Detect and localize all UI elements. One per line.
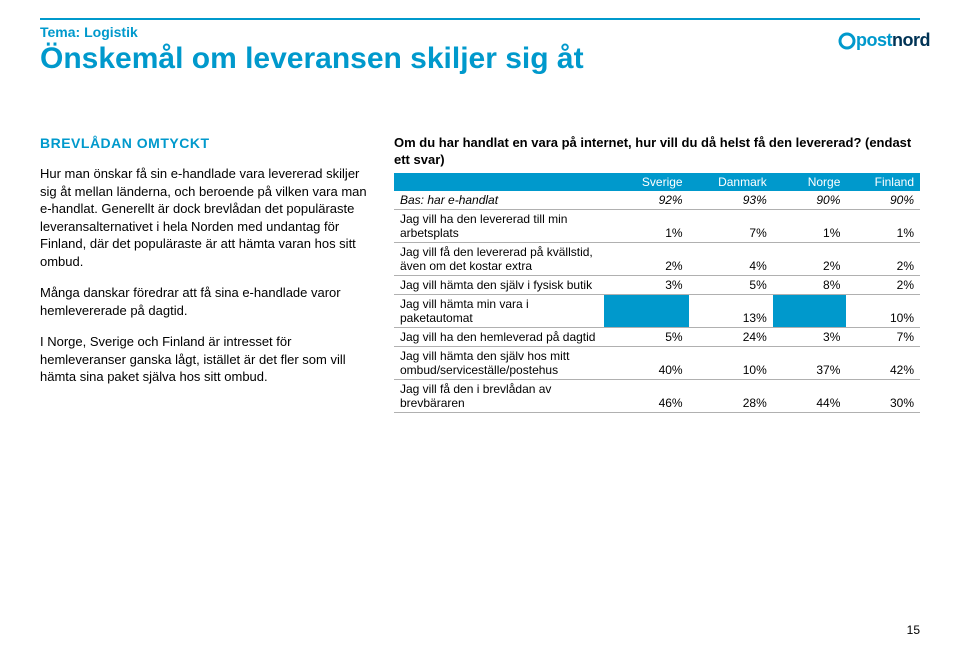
content-columns: BREVLÅDAN OMTYCKT Hur man önskar få sin …: [40, 135, 920, 413]
row-value: 44%: [773, 379, 847, 412]
row-value: 92%: [604, 191, 688, 210]
left-column: BREVLÅDAN OMTYCKT Hur man önskar få sin …: [40, 135, 370, 413]
row-value: 37%: [773, 346, 847, 379]
table-row: Jag vill hämta den själv hos mitt ombud/…: [394, 346, 920, 379]
table-header-row: Sverige Danmark Norge Finland: [394, 173, 920, 191]
table-stub-header: [394, 173, 604, 191]
row-value: [604, 294, 688, 327]
postnord-logo: postnord: [838, 30, 930, 51]
col-norge: Norge: [773, 173, 847, 191]
row-label: Jag vill få den levererad på kvällstid, …: [394, 242, 604, 275]
row-value: 46%: [604, 379, 688, 412]
row-label: Jag vill hämta min vara i paketautomat: [394, 294, 604, 327]
row-value: 13%: [689, 294, 773, 327]
slide-page: Tema: Logistik Önskemål om leveransen sk…: [0, 0, 960, 653]
delivery-table: Sverige Danmark Norge Finland Bas: har e…: [394, 173, 920, 413]
header-row: Tema: Logistik Önskemål om leveransen sk…: [40, 24, 920, 75]
table-row: Jag vill få den levererad på kvällstid, …: [394, 242, 920, 275]
row-value: 1%: [773, 209, 847, 242]
row-value: 3%: [604, 275, 688, 294]
table-row: Jag vill få den i brevlådan av brevbärar…: [394, 379, 920, 412]
row-value: 7%: [846, 327, 920, 346]
row-value: 42%: [846, 346, 920, 379]
table-row: Bas: har e-handlat92%93%90%90%: [394, 191, 920, 210]
left-paragraph-1: Hur man önskar få sin e-handlade vara le…: [40, 165, 370, 270]
row-value: 2%: [846, 275, 920, 294]
table-body: Bas: har e-handlat92%93%90%90%Jag vill h…: [394, 191, 920, 413]
row-value: 93%: [689, 191, 773, 210]
row-value: 1%: [846, 209, 920, 242]
row-label: Jag vill hämta den själv i fysisk butik: [394, 275, 604, 294]
row-value: 1%: [604, 209, 688, 242]
row-value: 90%: [846, 191, 920, 210]
row-label: Jag vill ha den levererad till min arbet…: [394, 209, 604, 242]
row-value: 24%: [689, 327, 773, 346]
row-value: 10%: [689, 346, 773, 379]
logo-icon: [838, 32, 856, 50]
row-value: 10%: [846, 294, 920, 327]
row-value: 40%: [604, 346, 688, 379]
logo-nord: nord: [892, 30, 930, 51]
table-row: Jag vill hämta den själv i fysisk butik3…: [394, 275, 920, 294]
header-left: Tema: Logistik Önskemål om leveransen sk…: [40, 24, 838, 75]
row-value: 2%: [846, 242, 920, 275]
row-value: 28%: [689, 379, 773, 412]
top-rule: [40, 18, 920, 20]
col-finland: Finland: [846, 173, 920, 191]
col-danmark: Danmark: [689, 173, 773, 191]
page-number: 15: [907, 623, 920, 637]
table-head: Sverige Danmark Norge Finland: [394, 173, 920, 191]
row-value: 8%: [773, 275, 847, 294]
row-value: 5%: [689, 275, 773, 294]
tema-label: Tema: Logistik: [40, 24, 838, 40]
table-question: Om du har handlat en vara på internet, h…: [394, 135, 920, 169]
row-value: [773, 294, 847, 327]
logo-text: postnord: [838, 30, 930, 51]
row-value: 3%: [773, 327, 847, 346]
row-value: 2%: [604, 242, 688, 275]
logo-post: post: [856, 30, 892, 51]
row-value: 30%: [846, 379, 920, 412]
row-value: 5%: [604, 327, 688, 346]
left-paragraph-3: I Norge, Sverige och Finland är intresse…: [40, 333, 370, 386]
left-paragraph-2: Många danskar föredrar att få sina e-han…: [40, 284, 370, 319]
table-row: Jag vill ha den hemleverad på dagtid5%24…: [394, 327, 920, 346]
row-value: 2%: [773, 242, 847, 275]
col-sverige: Sverige: [604, 173, 688, 191]
left-subhead: BREVLÅDAN OMTYCKT: [40, 135, 370, 151]
row-label: Bas: har e-handlat: [394, 191, 604, 210]
row-label: Jag vill ha den hemleverad på dagtid: [394, 327, 604, 346]
row-value: 7%: [689, 209, 773, 242]
row-label: Jag vill hämta den själv hos mitt ombud/…: [394, 346, 604, 379]
right-column: Om du har handlat en vara på internet, h…: [394, 135, 920, 413]
row-value: 90%: [773, 191, 847, 210]
table-row: Jag vill ha den levererad till min arbet…: [394, 209, 920, 242]
page-title: Önskemål om leveransen skiljer sig åt: [40, 42, 838, 75]
row-value: 4%: [689, 242, 773, 275]
row-label: Jag vill få den i brevlådan av brevbärar…: [394, 379, 604, 412]
table-row: Jag vill hämta min vara i paketautomat 1…: [394, 294, 920, 327]
